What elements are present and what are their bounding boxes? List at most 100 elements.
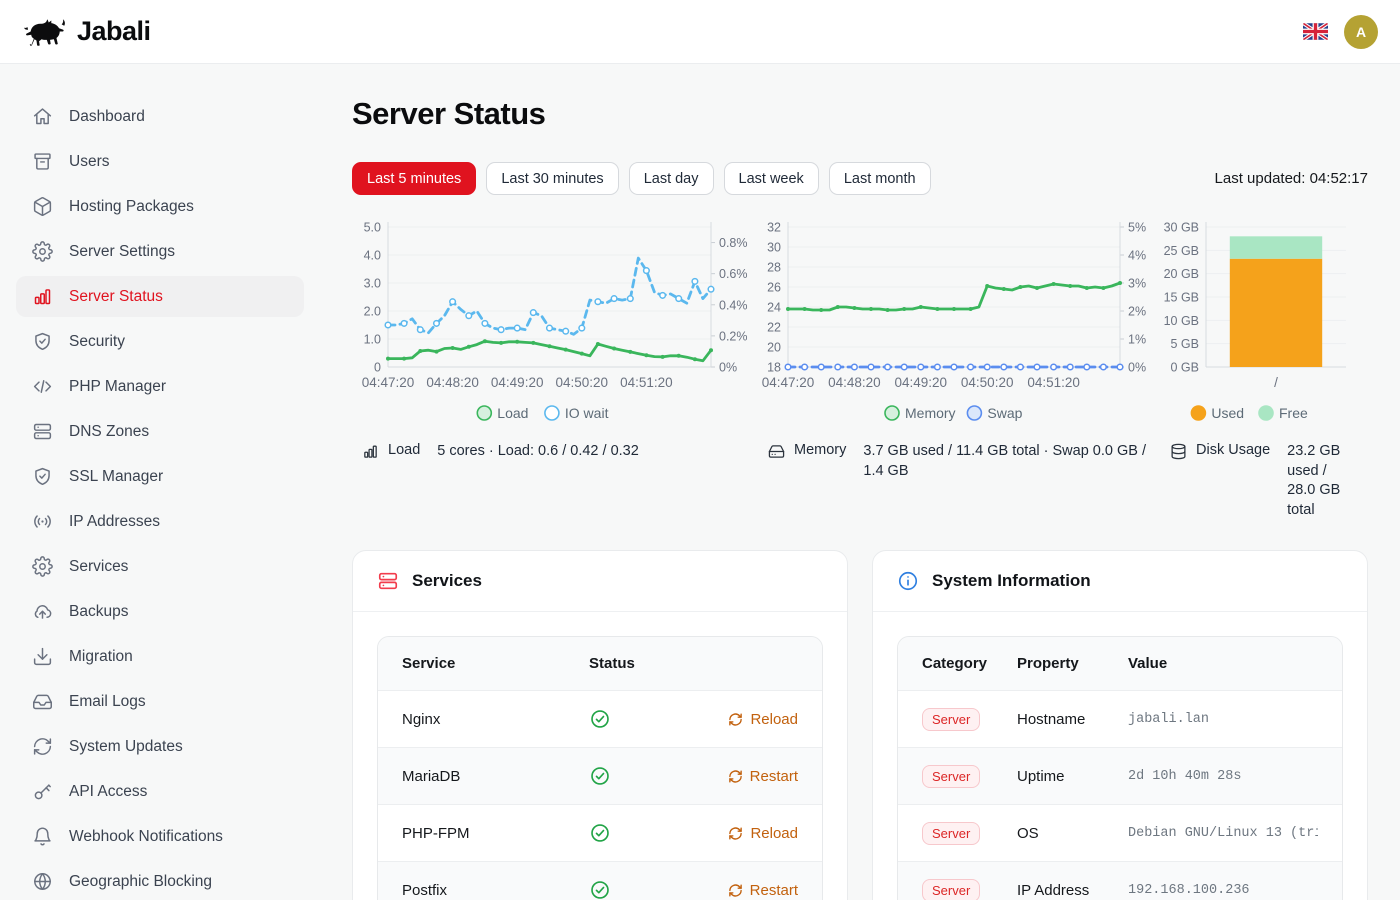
system-info-table: CategoryPropertyValueServerHostnamejabal… xyxy=(897,636,1343,900)
sidebar-item-services[interactable]: Services xyxy=(16,546,304,587)
service-status-ok-icon xyxy=(589,708,728,730)
svg-text:22: 22 xyxy=(767,321,781,335)
svg-text:24: 24 xyxy=(767,301,781,315)
property-value: jabali.lan xyxy=(1128,712,1318,727)
globe-icon xyxy=(32,871,53,892)
svg-text:04:47:20: 04:47:20 xyxy=(762,375,815,390)
sidebar-item-server-status[interactable]: Server Status xyxy=(16,276,304,317)
svg-text:0.2%: 0.2% xyxy=(719,329,748,343)
key-icon xyxy=(32,781,53,802)
sidebar-item-hosting-packages[interactable]: Hosting Packages xyxy=(16,186,304,227)
sidebar-item-label: IP Addresses xyxy=(69,513,160,531)
refresh-icon xyxy=(728,826,743,841)
code-icon xyxy=(32,376,53,397)
broadcast-icon xyxy=(32,511,53,532)
svg-text:04:48:20: 04:48:20 xyxy=(426,375,479,390)
service-action-restart-button[interactable]: Restart xyxy=(728,768,798,785)
svg-text:Used: Used xyxy=(1211,405,1244,421)
range-pill-last-5-minutes[interactable]: Last 5 minutes xyxy=(352,162,476,195)
sidebar-item-migration[interactable]: Migration xyxy=(16,636,304,677)
sidebar-item-label: Hosting Packages xyxy=(69,198,194,216)
sidebar-item-label: System Updates xyxy=(69,738,183,756)
language-flag-uk-icon[interactable] xyxy=(1303,23,1328,40)
service-status-ok-icon xyxy=(589,765,728,787)
svg-text:Free: Free xyxy=(1279,405,1308,421)
property-value: 192.168.100.236 xyxy=(1128,883,1318,898)
category-badge: Server xyxy=(922,879,980,900)
brand-title: Jabali xyxy=(77,16,151,47)
cloudup-icon xyxy=(32,601,53,622)
last-updated: Last updated: 04:52:17 xyxy=(1215,170,1368,187)
service-row-php-fpm: PHP-FPM Reload xyxy=(378,804,822,861)
svg-text:0%: 0% xyxy=(719,361,737,375)
service-name: PHP-FPM xyxy=(402,825,589,842)
sidebar-item-backups[interactable]: Backups xyxy=(16,591,304,632)
memory-chart: 18202224262830320%1%2%3%4%5%04:47:2004:4… xyxy=(758,217,1160,434)
sidebar-item-ssl-manager[interactable]: SSL Manager xyxy=(16,456,304,497)
svg-text:04:50:20: 04:50:20 xyxy=(556,375,609,390)
server-stack-icon xyxy=(377,570,399,592)
sidebar-item-dashboard[interactable]: Dashboard xyxy=(16,96,304,137)
system-info-row-os: ServerOSDebian GNU/Linux 13 (trixie) xyxy=(898,804,1342,861)
svg-text:3%: 3% xyxy=(1128,277,1146,291)
range-pill-last-30-minutes[interactable]: Last 30 minutes xyxy=(486,162,618,195)
services-card-title: Services xyxy=(412,571,482,591)
bars-icon xyxy=(32,286,53,307)
service-status-ok-icon xyxy=(589,822,728,844)
sidebar-item-geographic-blocking[interactable]: Geographic Blocking xyxy=(16,861,304,900)
svg-text:10 GB: 10 GB xyxy=(1164,314,1199,328)
service-name: MariaDB xyxy=(402,768,589,785)
sidebar-item-label: Migration xyxy=(69,648,133,666)
svg-text:1%: 1% xyxy=(1128,333,1146,347)
sidebar-item-users[interactable]: Users xyxy=(16,141,304,182)
sidebar-item-email-logs[interactable]: Email Logs xyxy=(16,681,304,722)
service-action-restart-button[interactable]: Restart xyxy=(728,882,798,899)
svg-text:2%: 2% xyxy=(1128,305,1146,319)
time-range-pills: Last 5 minutes Last 30 minutes Last day Las… xyxy=(352,162,931,195)
service-action-reload-button[interactable]: Reload xyxy=(728,825,798,842)
svg-text:Swap: Swap xyxy=(987,405,1022,421)
sidebar-item-ip-addresses[interactable]: IP Addresses xyxy=(16,501,304,542)
range-row: Last 5 minutes Last 30 minutes Last day Las… xyxy=(352,162,1368,195)
refresh-icon xyxy=(728,712,743,727)
page-layout: DashboardUsers Hosting Packages Server Set… xyxy=(0,64,1400,900)
sidebar-item-security[interactable]: Security xyxy=(16,321,304,362)
service-row-postfix: PostfixRestart xyxy=(378,861,822,900)
page-title: Server Status xyxy=(352,96,1368,132)
sidebar-item-system-updates[interactable]: System Updates xyxy=(16,726,304,767)
svg-text:5 GB: 5 GB xyxy=(1171,337,1200,351)
range-pill-last-month[interactable]: Last month xyxy=(829,162,931,195)
avatar[interactable]: A xyxy=(1344,15,1378,49)
svg-text:18: 18 xyxy=(767,361,781,375)
svg-text:0.6%: 0.6% xyxy=(719,267,748,281)
sidebar-item-api-access[interactable]: API Access xyxy=(16,771,304,812)
sidebar-item-dns-zones[interactable]: DNS Zones xyxy=(16,411,304,452)
svg-text:32: 32 xyxy=(767,221,781,235)
header-right: A xyxy=(1303,15,1384,49)
svg-text:3.0: 3.0 xyxy=(364,277,381,291)
stat-label: Disk Usage xyxy=(1196,442,1270,458)
svg-text:5.0: 5.0 xyxy=(364,221,381,235)
svg-text:04:48:20: 04:48:20 xyxy=(828,375,881,390)
svg-text:/: / xyxy=(1274,375,1278,390)
range-pill-last-week[interactable]: Last week xyxy=(724,162,819,195)
sidebar-item-server-settings[interactable]: Server Settings xyxy=(16,231,304,272)
svg-text:Memory: Memory xyxy=(905,405,956,421)
svg-text:Load: Load xyxy=(497,405,528,421)
sidebar-item-php-manager[interactable]: PHP Manager xyxy=(16,366,304,407)
svg-text:5%: 5% xyxy=(1128,221,1146,235)
svg-text:28: 28 xyxy=(767,261,781,275)
sidebar-item-webhook-notifications[interactable]: Webhook Notifications xyxy=(16,816,304,857)
service-action-reload-button[interactable]: Reload xyxy=(728,711,798,728)
sidebar-item-label: Backups xyxy=(69,603,128,621)
cards-row: Services ServiceStatusNginxReloadMariaDB… xyxy=(352,550,1368,900)
range-pill-last-day[interactable]: Last day xyxy=(629,162,714,195)
stat-label: Memory xyxy=(794,442,846,458)
stat-memory: Memory3.7 GB used / 11.4 GB total · Swap… xyxy=(758,442,1160,520)
download-icon xyxy=(32,646,53,667)
sidebar-item-label: DNS Zones xyxy=(69,423,149,441)
services-card: Services ServiceStatusNginxReloadMariaDB… xyxy=(352,550,848,900)
svg-text:0: 0 xyxy=(374,361,381,375)
services-table-header: ServiceStatus xyxy=(378,637,822,690)
svg-text:2.0: 2.0 xyxy=(364,305,381,319)
